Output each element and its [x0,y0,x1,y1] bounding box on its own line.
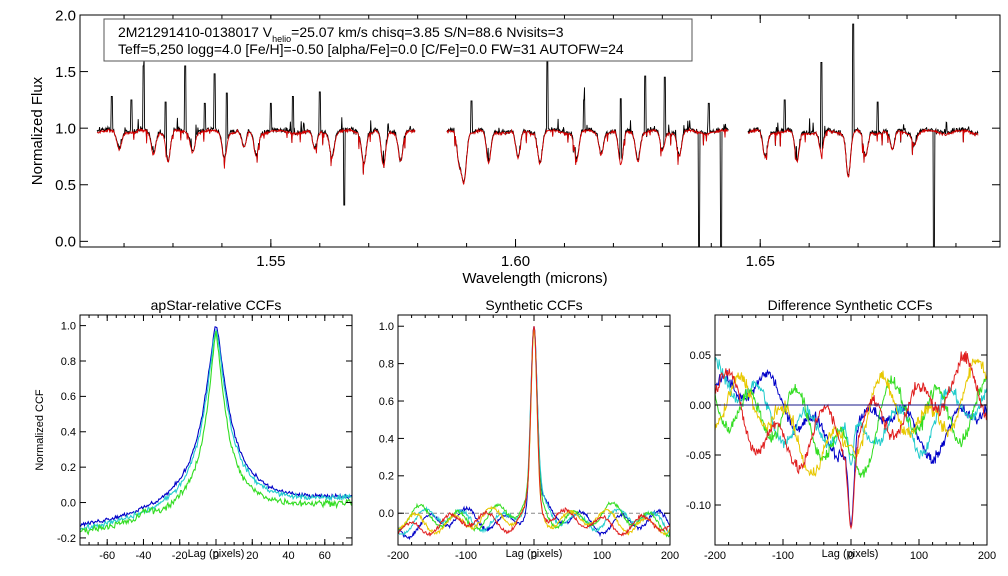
x-tick-label: 100 [910,550,928,562]
synthetic-ccf-x-label: Lag (pixels) [506,548,563,560]
y-tick-label: 1.5 [55,64,76,81]
y-tick-label: 0.0 [61,497,76,509]
y-tick-label: 0.6 [379,396,394,408]
model-spectrum-chip-1 [96,127,416,175]
x-tick-label: -100 [772,550,794,562]
apstar-ccf-lines [80,326,352,536]
y-tick-label: 0.4 [61,427,76,439]
y-tick-label: 0.0 [379,508,394,520]
x-tick-label: 40 [282,550,294,562]
synthetic-ccf-lines [398,326,670,541]
y-tick-label: -0.2 [57,533,76,545]
x-tick-label: -40 [136,550,152,562]
info-line-1: 2M21291410-0138017 Vhelio=25.07 km/s chi… [118,24,564,44]
y-tick-label: 0.8 [61,356,76,368]
info-box-frame [103,18,693,62]
y-tick-label: 1.0 [55,120,76,137]
spectrum-ticks: 1.55 1.60 1.65 0.0 0.5 1.0 1.5 2.0 [55,7,1000,270]
spectrum-x-label: Wavelength (microns) [462,270,607,287]
model-spectrum-chip-3 [747,127,979,178]
x-tick-label: 0 [531,550,537,562]
x-tick-label: 0 [848,550,854,562]
y-tick-label: 0.6 [61,391,76,403]
y-tick-label: 0.4 [379,433,394,445]
spectrum-y-label: Normalized Flux [29,76,46,185]
x-tick-label: 200 [661,550,679,562]
difference-ccf-ticks: -200 -100 0 100 200 -0.10 -0.05 0.00 0.05 [686,315,996,562]
difference-ccf-line-diff-5 [715,351,987,530]
y-tick-label: 0.05 [690,350,711,362]
apstar-ccf-line-visit-1 [80,326,352,528]
y-tick-label: 0.2 [61,462,76,474]
y-tick-label: 0.0 [55,234,76,251]
difference-ccf-x-label: Lag (pixels) [822,548,879,560]
apstar-ccf-ticks: -60 -40 -20 0 20 40 60 -0.2 0.0 0.2 0.4 0.6 0.8 1.0 [57,315,353,562]
y-tick-label: 0.8 [379,358,394,370]
difference-ccf-title: Difference Synthetic CCFs [768,297,933,313]
apstar-ccf-y-label: Normalized CCF [34,389,46,471]
apstar-ccf-title: apStar-relative CCFs [151,297,282,313]
x-tick-label: 200 [978,550,996,562]
synthetic-ccf-line-synth-5 [398,326,670,537]
observed-spectrum-chip-1 [96,58,416,206]
x-tick-label: 1.65 [746,253,775,270]
model-spectrum-chip-2 [446,127,729,186]
y-tick-label: 1.0 [61,320,76,332]
y-tick-label: 1.0 [379,321,394,333]
y-tick-label: 0.2 [379,471,394,483]
y-tick-label: 0.00 [690,400,711,412]
x-tick-label: 60 [319,550,331,562]
x-tick-label: -60 [99,550,115,562]
x-tick-label: 20 [246,550,258,562]
x-tick-label: -200 [387,550,409,562]
x-tick-label: 100 [593,550,611,562]
x-tick-label: -200 [704,550,726,562]
synthetic-ccf-ticks: -200 -100 0 100 200 0.0 0.2 0.4 0.6 0.8 1.0 [379,315,679,562]
difference-ccf-line-diff-4 [715,358,987,478]
y-tick-label: -0.05 [686,450,711,462]
difference-ccf-line-diff-1 [715,369,987,527]
x-tick-label: 0 [213,550,219,562]
x-tick-label: -100 [455,550,477,562]
synthetic-ccf-title: Synthetic CCFs [485,297,582,313]
x-tick-label: 1.55 [256,253,285,270]
synthetic-ccf-line-synth-4 [398,329,670,536]
apstar-ccf-x-label: Lag (pixels) [188,548,245,560]
spectrum-info-box: 2M21291410-0138017 Vhelio=25.07 km/s chi… [103,18,693,62]
observed-spectrum-chip-2 [446,59,729,247]
spectrum-axes-frame [79,14,1001,248]
spectrum-data [96,23,979,247]
apstar-ccf-line-visit-2 [80,328,352,531]
y-tick-label: 0.5 [55,177,76,194]
x-tick-label: 1.60 [501,253,530,270]
synthetic-ccf-line-synth-1 [398,326,670,541]
y-tick-label: -0.10 [686,500,711,512]
apstar-ccf-panel: apStar-relative CCFs -60 -40 -20 0 20 40 60 -0.… [34,297,353,562]
difference-ccf-panel: Difference Synthetic CCFs -200 -100 0 100 20… [686,297,996,562]
y-tick-label: 2.0 [55,7,76,24]
observed-spectrum-chip-3 [747,23,979,247]
synthetic-ccf-panel: Synthetic CCFs -200 -100 0 100 200 0.0 0.2 0.4 0… [379,297,679,562]
difference-ccf-line-diff-2 [715,356,987,467]
x-tick-label: -20 [172,550,188,562]
synthetic-ccf-line-synth-2 [398,328,670,537]
apstar-ccf-line-visit-3 [80,331,352,536]
synthetic-ccf-line-synth-3 [398,329,670,538]
difference-ccf-lines [715,351,987,530]
apstar-ccf-frame [79,314,353,546]
spectrum-panel: 1.55 1.60 1.65 0.0 0.5 1.0 1.5 2.0 2M21291410-0… [29,7,1001,287]
difference-ccf-line-diff-3 [715,375,987,478]
info-line-2: Teff=5,250 logg=4.0 [Fe/H]=-0.50 [alpha/… [118,41,624,57]
synthetic-ccf-frame [397,314,671,546]
